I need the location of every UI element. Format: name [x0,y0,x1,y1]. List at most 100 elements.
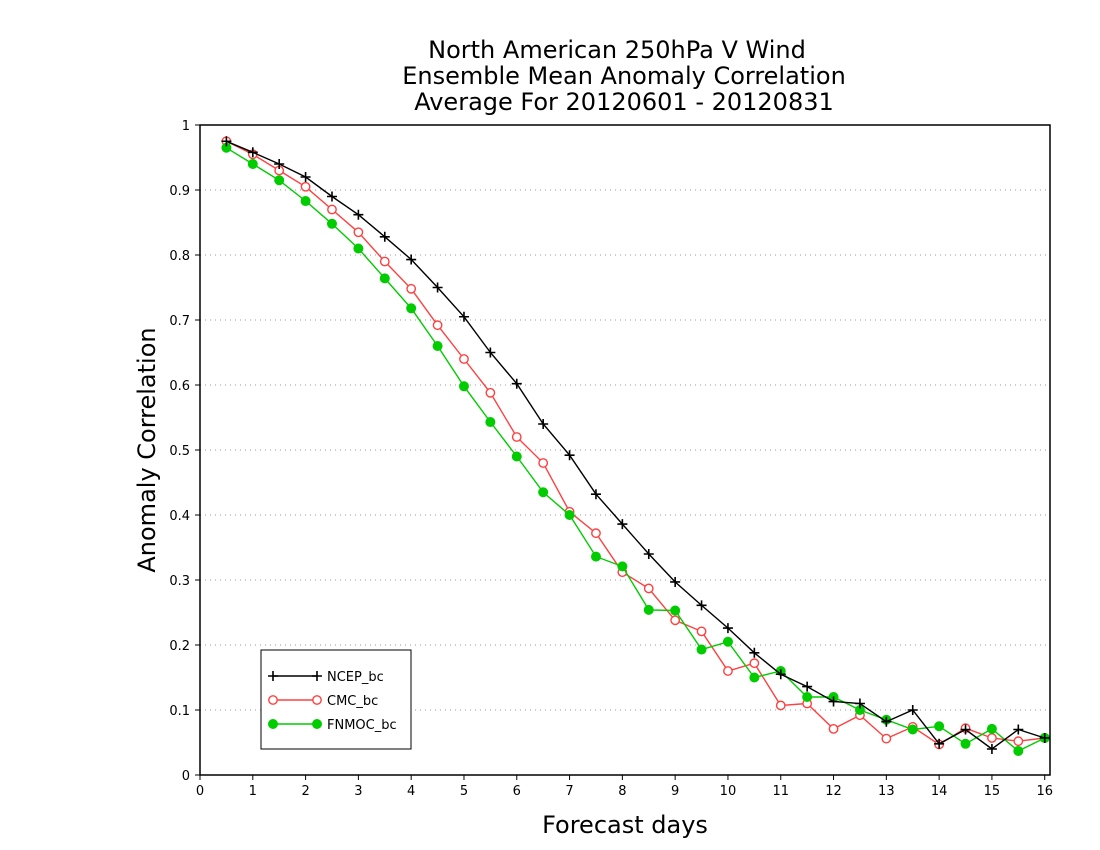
legend-item-cmc-bc: CMC_bc [268,694,378,709]
y-tick-label: 0.8 [169,249,190,264]
point-ncep-bc [617,519,628,530]
y-tick-label: 0 [182,769,190,784]
point-ncep-bc [221,136,232,147]
x-tick-label: 5 [460,784,468,799]
x-tick-label: 10 [720,784,737,799]
point-cmc-bc [1013,736,1024,747]
point-fnmoc-bc [802,692,813,702]
point-fnmoc-bc [696,644,707,655]
point-cmc-bc [432,320,443,331]
y-tick-label: 0.5 [169,444,190,459]
point-ncep-bc [274,159,285,169]
point-ncep-bc [802,681,813,692]
point-ncep-bc [326,191,337,202]
point-ncep-bc [247,147,258,158]
point-fnmoc-bc [722,636,733,647]
legend-marker [268,695,278,705]
x-tick-label: 4 [407,784,415,799]
point-ncep-bc [960,724,971,735]
point-fnmoc-bc [406,303,417,314]
point-cmc-bc [749,658,760,669]
point-cmc-bc [459,354,469,364]
x-tick-label: 16 [1036,784,1053,799]
point-cmc-bc [485,387,496,398]
point-ncep-bc [722,623,733,634]
point-fnmoc-bc [432,341,443,351]
x-tick-label: 3 [354,784,362,799]
point-fnmoc-bc [247,159,258,169]
x-tick-label: 8 [618,784,626,799]
point-fnmoc-bc [485,417,496,428]
point-cmc-bc [723,666,733,676]
point-ncep-bc [775,669,786,680]
point-fnmoc-bc [353,243,364,254]
point-ncep-bc [590,489,601,500]
title-line-1: North American 250hPa V Wind [428,36,806,64]
x-tick-label: 15 [984,784,1001,799]
legend-item-fnmoc-bc: FNMOC_bc [268,718,397,733]
point-fnmoc-bc [960,738,971,749]
point-cmc-bc [881,733,892,744]
point-cmc-bc [379,256,390,267]
legend-marker [312,719,322,729]
series-cmc-bc [221,136,1050,750]
point-fnmoc-bc [590,551,601,562]
y-tick-label: 0.7 [169,314,190,329]
y-tick-label: 0.4 [169,509,190,524]
point-cmc-bc [696,626,707,637]
y-tick-label: 1 [182,119,190,134]
y-tick-label: 0.9 [169,184,190,199]
y-tick-label: 0.1 [169,704,190,719]
legend-marker [312,671,322,681]
x-tick-label: 1 [249,784,257,799]
point-ncep-bc [907,705,918,715]
point-cmc-bc [353,227,364,238]
point-fnmoc-bc [749,672,760,683]
legend-label-cmc-bc: CMC_bc [327,694,378,709]
point-ncep-bc [854,698,865,709]
x-tick-label: 7 [565,784,573,799]
title-line-2: Ensemble Mean Anomaly Correlation [402,62,846,90]
series-line-ncep-bc [226,140,1045,750]
point-cmc-bc [643,583,654,594]
point-fnmoc-bc [274,175,285,186]
y-tick-label: 0.3 [169,574,190,589]
point-fnmoc-bc [326,218,337,229]
point-ncep-bc [749,647,760,658]
point-fnmoc-bc [511,451,522,462]
legend-label-ncep-bc: NCEP_bc [327,670,384,685]
point-cmc-bc [538,458,549,468]
point-ncep-bc [432,282,443,293]
point-ncep-bc [696,600,707,611]
point-ncep-bc [458,311,469,322]
point-ncep-bc [1039,732,1050,743]
x-tick-label: 11 [772,784,789,799]
legend-label-fnmoc-bc: FNMOC_bc [327,718,397,733]
chart-title: North American 250hPa V Wind Ensemble Me… [402,36,846,116]
point-ncep-bc [300,172,311,182]
legend-item-ncep-bc: NCEP_bc [268,670,384,685]
point-ncep-bc [406,254,417,265]
legend: NCEP_bc CMC_bc FNMOC_bc [260,649,412,750]
point-fnmoc-bc [538,487,549,498]
point-cmc-bc [775,700,786,711]
point-fnmoc-bc [564,510,575,520]
legend-marker [268,719,278,729]
point-cmc-bc [511,432,522,442]
point-ncep-bc [986,744,997,754]
y-tick-label: 0.6 [169,379,190,394]
series-fnmoc-bc [221,142,1050,756]
point-ncep-bc [485,347,496,358]
x-tick-label: 13 [878,784,895,799]
y-axis-label: Anomaly Correlation [133,327,161,572]
y-axis: 0 0.1 0.2 0.3 0.4 0.5 0.6 0.7 0.8 0.9 1 [169,119,200,784]
point-fnmoc-bc [458,381,469,392]
point-fnmoc-bc [1013,745,1024,756]
point-ncep-bc [670,576,681,587]
x-tick-label: 2 [301,784,309,799]
x-tick-label: 9 [671,784,679,799]
point-ncep-bc [934,738,945,749]
point-fnmoc-bc [379,273,390,284]
point-ncep-bc [1013,724,1024,735]
point-ncep-bc [353,209,364,220]
